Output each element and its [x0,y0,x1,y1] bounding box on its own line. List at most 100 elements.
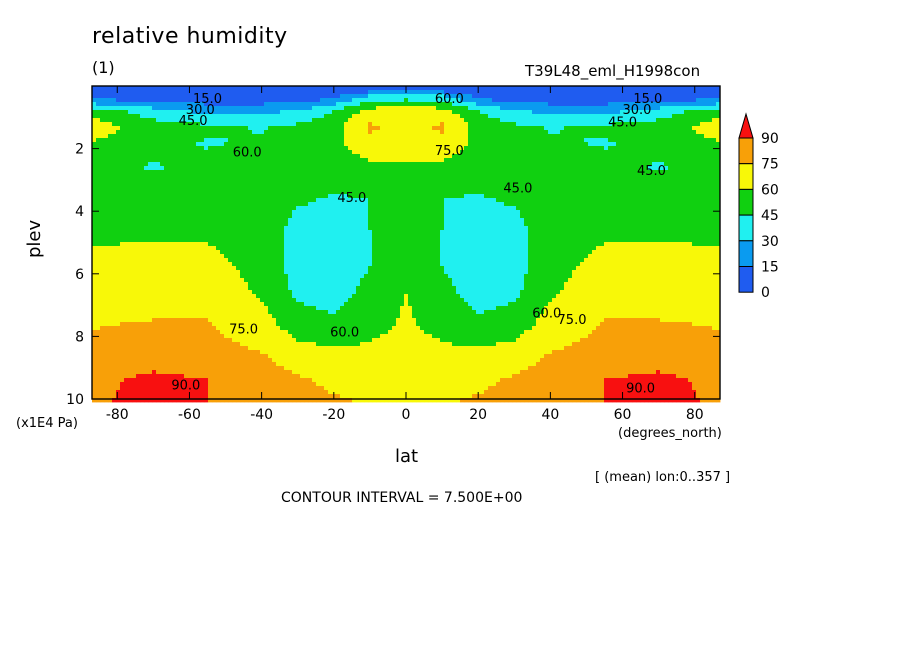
field-cell [620,94,625,99]
field-cell [108,186,113,191]
field-cell [324,94,329,99]
field-cell [104,98,109,103]
field-cell [104,90,109,95]
field-cell [556,202,561,207]
field-cell [244,186,249,191]
field-cell [188,126,193,131]
field-cell [648,114,653,119]
field-cell [180,198,185,203]
field-cell [168,154,173,159]
field-cell [632,150,637,155]
field-cell [112,86,117,91]
field-cell [428,90,433,95]
field-cell [92,86,97,91]
field-cell [716,194,721,199]
field-cell [588,158,593,163]
field-cell [268,118,273,123]
field-cell [448,142,453,147]
field-cell [716,118,721,123]
field-cell [408,202,413,207]
field-cell [644,206,649,211]
field-cell [168,190,173,195]
field-cell [424,210,429,215]
field-cell [540,86,545,91]
field-cell [352,130,357,135]
field-cell [456,198,461,203]
field-cell [112,142,117,147]
field-cell [484,90,489,95]
field-cell [132,122,137,127]
field-cell [520,202,525,207]
field-cell [600,110,605,115]
field-cell [232,194,237,199]
field-cell [308,194,313,199]
field-cell [376,126,381,131]
field-cell [460,150,465,155]
field-cell [600,166,605,171]
field-cell [476,110,481,115]
field-cell [688,186,693,191]
field-cell [532,90,537,95]
field-cell [220,154,225,159]
field-cell [208,134,213,139]
field-cell [292,186,297,191]
field-cell [520,126,525,131]
field-cell [448,130,453,135]
field-cell [704,190,709,195]
field-cell [280,210,285,215]
field-cell [476,158,481,163]
field-cell [128,98,133,103]
field-cell [524,146,529,151]
field-cell [472,210,477,215]
field-cell [144,198,149,203]
field-cell [556,102,561,107]
field-cell [492,178,497,183]
field-cell [96,98,101,103]
field-cell [144,194,149,199]
field-cell [140,106,145,111]
field-cell [128,130,133,135]
field-cell [112,150,117,155]
field-cell [524,130,529,135]
field-cell [676,114,681,119]
field-cell [428,154,433,159]
field-cell [300,86,305,91]
field-cell [652,86,657,91]
field-cell [516,190,521,195]
field-cell [672,150,677,155]
field-cell [624,118,629,123]
field-cell [460,94,465,99]
field-cell [444,150,449,155]
field-cell [516,110,521,115]
field-cell [580,90,585,95]
field-cell [156,130,161,135]
field-cell [512,174,517,179]
field-cell [208,106,213,111]
field-cell [240,198,245,203]
field-cell [300,114,305,119]
field-cell [516,130,521,135]
field-cell [616,146,621,151]
field-cell [480,150,485,155]
field-cell [388,186,393,191]
field-cell [700,198,705,203]
field-cell [420,94,425,99]
field-cell [456,162,461,167]
field-cell [444,142,449,147]
field-cell [148,130,153,135]
field-cell [424,178,429,183]
field-cell [560,114,565,119]
field-cell [316,142,321,147]
field-cell [480,166,485,171]
field-cell [656,134,661,139]
field-cell [304,178,309,183]
field-cell [232,182,237,187]
field-cell [296,202,301,207]
field-cell [312,178,317,183]
field-cell [648,182,653,187]
field-cell [216,122,221,127]
field-cell [680,198,685,203]
field-cell [244,162,249,167]
field-cell [156,110,161,115]
field-cell [536,182,541,187]
